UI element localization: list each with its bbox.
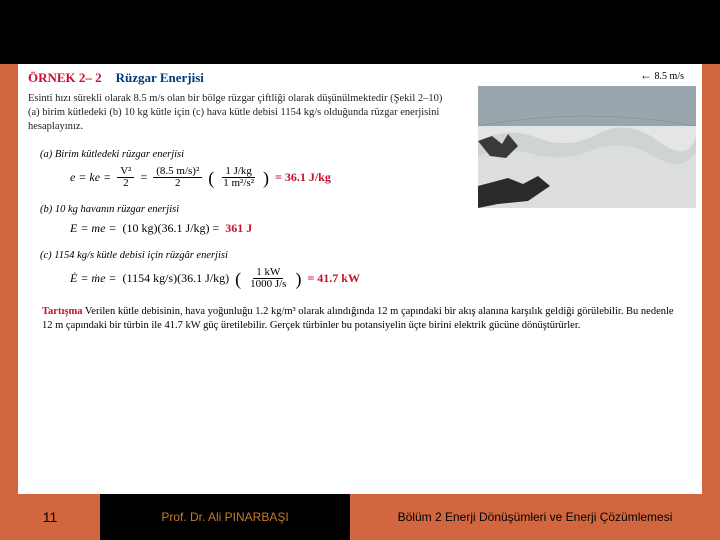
- part-c-label: (c) 1154 kg/s kütle debisi için rüzgâr e…: [40, 250, 692, 261]
- speed-label: ← 8.5 m/s: [640, 68, 684, 83]
- discussion-text: Verilen kütle debisinin, hava yoğunluğu …: [42, 306, 674, 331]
- example-title: Rüzgar Enerjisi: [116, 70, 204, 86]
- author-name: Prof. Dr. Ali PINARBAŞI: [100, 494, 350, 540]
- page-number: 11: [0, 494, 100, 540]
- equation-c: Ė = ṁe = (1154 kg/s)(36.1 J/kg) ( 1 kW10…: [70, 267, 692, 291]
- problem-statement: Esinti hızı sürekli olarak 8.5 m/s olan …: [18, 90, 458, 141]
- discussion: Tartışma Verilen kütle debisinin, hava y…: [18, 305, 702, 339]
- top-banner: [0, 0, 720, 64]
- content-area: ÖRNEK 2– 2 Rüzgar Enerjisi Esinti hızı s…: [18, 64, 702, 494]
- figure: ← 8.5 m/s: [472, 64, 702, 214]
- discussion-label: Tartışma: [42, 306, 82, 317]
- example-label: ÖRNEK 2– 2: [28, 70, 102, 86]
- chapter-title: Bölüm 2 Enerji Dönüşümleri ve Enerji Çöz…: [350, 494, 720, 540]
- wave-illustration: [478, 86, 696, 208]
- footer: 11 Prof. Dr. Ali PINARBAŞI Bölüm 2 Enerj…: [0, 494, 720, 540]
- equation-b: E = me = (10 kg)(36.1 J/kg) = 361 J: [70, 221, 692, 236]
